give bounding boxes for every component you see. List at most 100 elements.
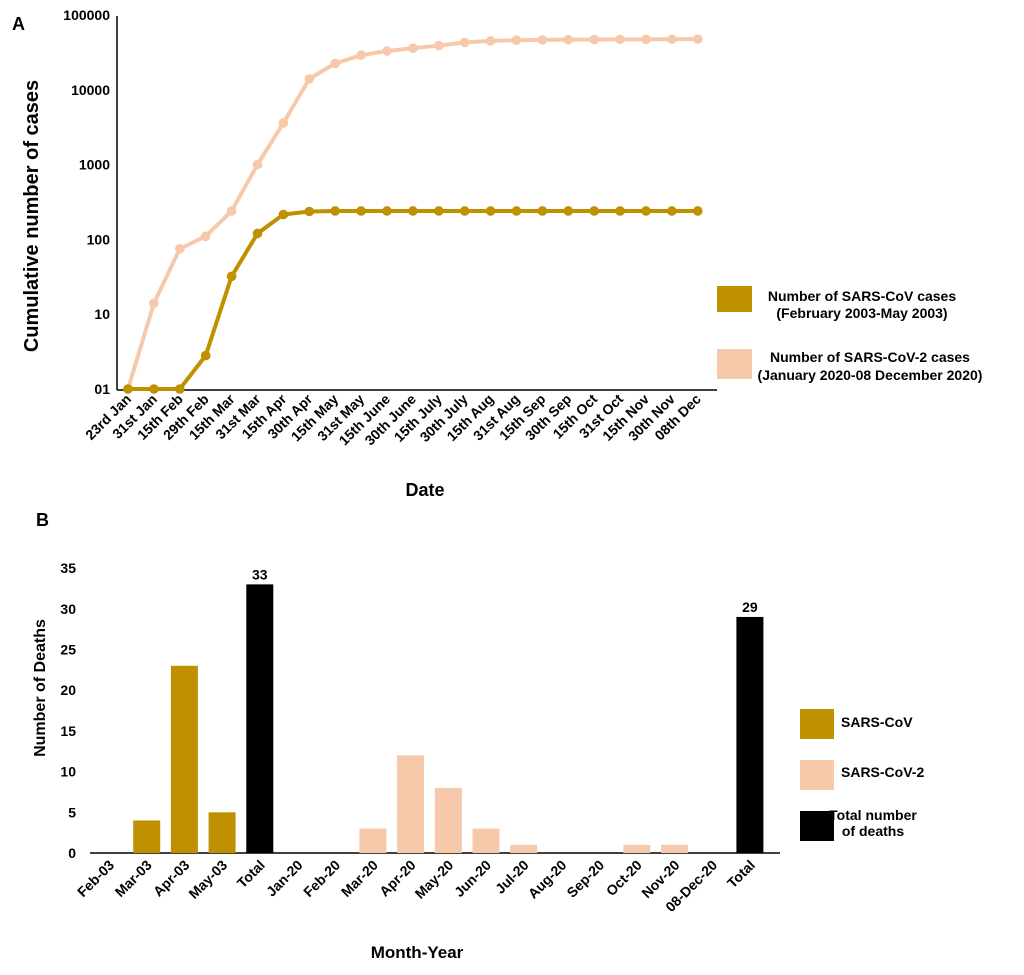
- data-point-sars-cov-2: [537, 35, 548, 45]
- panel-b-x-tick-label: Apr-03: [150, 857, 193, 900]
- data-point-sars-cov-2: [304, 74, 315, 84]
- data-point-sars-cov: [200, 350, 211, 361]
- panel-b-x-tick-label: Sep-20: [563, 857, 607, 901]
- bar-data-label: 33: [252, 566, 268, 582]
- panel-b-y-tick-label: 25: [60, 642, 76, 658]
- data-point-sars-cov: [330, 206, 341, 216]
- bar-may-03: [208, 812, 236, 853]
- panel-b-x-tick-label: Jan-20: [263, 857, 306, 900]
- data-point-sars-cov: [667, 206, 677, 216]
- panel-a-x-axis-title: Date: [405, 480, 444, 500]
- panel-b-x-tick-label: Jun-20: [451, 857, 494, 900]
- bar-mar-20: [359, 828, 387, 853]
- bar-nov-20: [661, 844, 688, 853]
- data-point-sars-cov-2: [589, 34, 599, 45]
- legend-label-total: of deaths: [842, 823, 904, 839]
- data-point-sars-cov-2: [226, 206, 237, 216]
- panel-b-x-tick-label: Aug-20: [525, 857, 570, 902]
- panel-a-y-tick-label: 1000: [79, 157, 110, 173]
- panel-a-legend: Number of SARS-CoV cases (February 2003-…: [717, 286, 982, 383]
- panel-b-y-tick-label: 35: [60, 560, 76, 576]
- bar-data-label: 29: [742, 599, 758, 615]
- data-point-sars-cov-2: [459, 37, 470, 48]
- data-point-sars-cov-2: [615, 34, 625, 45]
- bar-apr-20: [397, 755, 425, 853]
- bar-total: [246, 584, 274, 853]
- data-point-sars-cov-2: [693, 34, 703, 44]
- data-point-sars-cov: [434, 206, 444, 216]
- panel-b-letter: B: [36, 510, 49, 530]
- bar-oct-20: [623, 844, 651, 853]
- data-point-sars-cov: [693, 206, 703, 216]
- data-point-sars-cov-2: [278, 118, 289, 128]
- data-point-sars-cov-2: [200, 231, 211, 242]
- data-point-sars-cov-2: [434, 40, 444, 51]
- legend-label-sars-cov-2-line1: Number of SARS-CoV-2 cases: [770, 349, 970, 365]
- panel-a-y-tick-label: 10000: [71, 82, 110, 98]
- panel-b-x-tick-label: Feb-03: [74, 857, 117, 900]
- legend-label-sars-cov-line1: Number of SARS-CoV cases: [768, 288, 956, 304]
- data-point-sars-cov: [563, 206, 574, 216]
- panel-b-x-tick-label: Oct-20: [603, 857, 645, 899]
- panel-b-y-tick-label: 30: [60, 601, 76, 617]
- data-point-sars-cov: [382, 206, 392, 216]
- legend-label-total: Total number: [829, 807, 917, 823]
- panel-b-y-axis-title: Number of Deaths: [32, 619, 49, 757]
- data-point-sars-cov: [226, 271, 237, 282]
- bar-jun-20: [472, 828, 500, 853]
- data-point-sars-cov: [485, 206, 496, 216]
- panel-b-x-tick-label: Apr-20: [376, 857, 419, 900]
- panel-a-y-tick-label: 01: [94, 381, 110, 397]
- data-point-sars-cov-2: [641, 34, 651, 45]
- panel-b-x-tick-label: May-03: [185, 857, 230, 902]
- panel-a-y-tick-label: 100000: [63, 7, 110, 23]
- panel-b-x-tick-label: Mar-03: [112, 857, 155, 900]
- bar-apr-03: [170, 665, 198, 853]
- panel-a-y-axis-title: Cumulative number of cases: [21, 80, 43, 352]
- panel-a-series: [123, 34, 703, 394]
- data-point-sars-cov: [149, 384, 159, 394]
- legend-swatch-sars-cov-2: [800, 760, 834, 790]
- data-point-sars-cov-2: [382, 46, 392, 56]
- data-point-sars-cov: [641, 206, 651, 216]
- data-point-sars-cov-2: [408, 43, 418, 53]
- panel-a-y-tick-label: 100: [87, 231, 111, 247]
- panel-b-x-tick-label: Total: [234, 857, 268, 891]
- legend-label-sars-cov-2-line2: (January 2020-08 December 2020): [758, 367, 983, 383]
- data-point-sars-cov-2: [330, 58, 341, 69]
- data-point-sars-cov: [589, 206, 599, 216]
- data-point-sars-cov-2: [667, 34, 677, 45]
- panel-b-bars: 33 29: [133, 566, 764, 853]
- bar-total: [736, 616, 764, 853]
- data-point-sars-cov: [123, 384, 133, 394]
- panel-b-x-tick-label: May-20: [412, 857, 457, 902]
- bar-may-20: [434, 787, 462, 853]
- panel-b-y-tick-label: 15: [60, 723, 76, 739]
- data-point-sars-cov: [304, 206, 315, 217]
- panel-b-y-ticks: 0 5 10 15 20 25 30 35: [60, 560, 76, 861]
- panel-b-x-tick-label: Mar-20: [338, 857, 381, 900]
- bar-mar-03: [133, 820, 161, 853]
- data-point-sars-cov: [537, 206, 548, 216]
- panel-b-y-tick-label: 10: [60, 764, 76, 780]
- bar-jul-20: [510, 844, 538, 853]
- legend-label-sars-cov-2: SARS-CoV-2: [841, 764, 924, 780]
- data-point-sars-cov-2: [511, 35, 522, 46]
- data-point-sars-cov-2: [485, 36, 496, 46]
- panel-b-x-axis-title: Month-Year: [371, 943, 464, 962]
- panel-b-y-tick-label: 0: [68, 845, 76, 861]
- panel-a-y-tick-label: 10: [94, 306, 110, 322]
- panel-b-x-tick-label: Total: [724, 857, 758, 891]
- legend-swatch-total: [800, 811, 834, 841]
- legend-swatch-sars-cov: [717, 286, 752, 312]
- data-point-sars-cov: [408, 206, 418, 216]
- legend-swatch-sars-cov: [800, 709, 834, 739]
- legend-swatch-sars-cov-2: [717, 349, 752, 379]
- data-point-sars-cov: [615, 206, 625, 216]
- panel-b-y-tick-label: 20: [60, 682, 76, 698]
- data-point-sars-cov: [252, 228, 263, 239]
- panel-a-y-ticks: 01 10 100 1000 10000 100000: [63, 7, 110, 397]
